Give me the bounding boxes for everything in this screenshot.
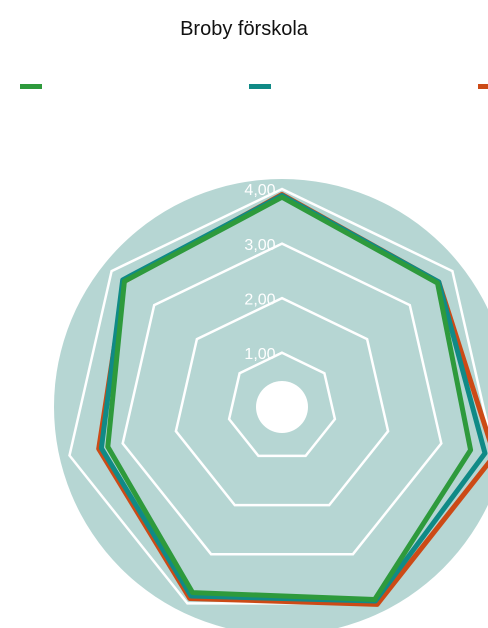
chart-title: Broby förskola bbox=[180, 18, 308, 40]
gridline-2 bbox=[174, 296, 390, 507]
r-tick-label-3: 3,00 bbox=[244, 237, 275, 254]
gridline-3 bbox=[121, 242, 443, 556]
center-hole bbox=[256, 381, 308, 433]
gridline-1 bbox=[227, 351, 337, 458]
r-tick-label-1: 1,00 bbox=[244, 346, 275, 363]
r-tick-label-4: 4,00 bbox=[244, 182, 275, 199]
legend-key-series-1 bbox=[20, 84, 42, 89]
series-1-line bbox=[105, 194, 474, 602]
r-tick-label-2: 2,00 bbox=[244, 291, 275, 308]
legend-key-series-3 bbox=[478, 84, 488, 89]
legend-key-series-2 bbox=[249, 84, 271, 89]
